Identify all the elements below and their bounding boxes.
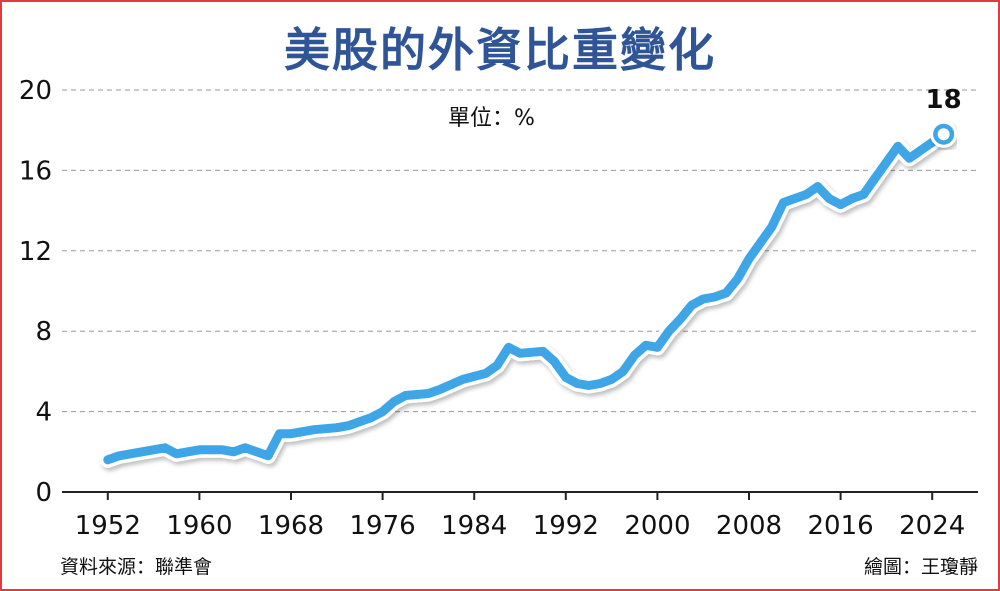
x-tick-label: 2008 <box>716 511 782 541</box>
x-tick-label: 1952 <box>75 511 141 541</box>
y-tick-label: 12 <box>19 237 52 267</box>
y-tick-label: 0 <box>35 478 52 508</box>
source-note: 資料來源：聯準會 <box>60 556 213 578</box>
y-tick-label: 4 <box>35 398 52 428</box>
end-value-label: 18 <box>926 85 962 115</box>
series-layer: 18 <box>99 85 962 468</box>
x-tick-label: 1984 <box>441 511 507 541</box>
x-tick-label: 2024 <box>899 511 965 541</box>
x-tick-label: 2016 <box>808 511 874 541</box>
y-tick-label: 8 <box>35 317 52 347</box>
chart-title: 美股的外資比重變化 <box>284 23 716 77</box>
y-tick-label: 20 <box>19 76 52 106</box>
x-axis: 1952 1960 1968 1976 1984 1992 2000 2008 2016 2024 <box>75 492 965 541</box>
x-tick-label: 1968 <box>258 511 324 541</box>
x-tick-label: 2000 <box>624 511 690 541</box>
x-tick-label: 1976 <box>350 511 416 541</box>
series-line <box>103 129 949 465</box>
credit-note: 繪圖：王瓊靜 <box>863 556 978 578</box>
grid-layer <box>62 89 978 493</box>
unit-label: 單位：% <box>448 106 535 131</box>
y-axis: 0 4 8 12 16 20 <box>19 76 52 508</box>
x-tick-label: 1992 <box>533 511 599 541</box>
end-point-center <box>937 128 950 141</box>
y-tick-label: 16 <box>19 156 52 186</box>
x-tick-label: 1960 <box>166 511 232 541</box>
